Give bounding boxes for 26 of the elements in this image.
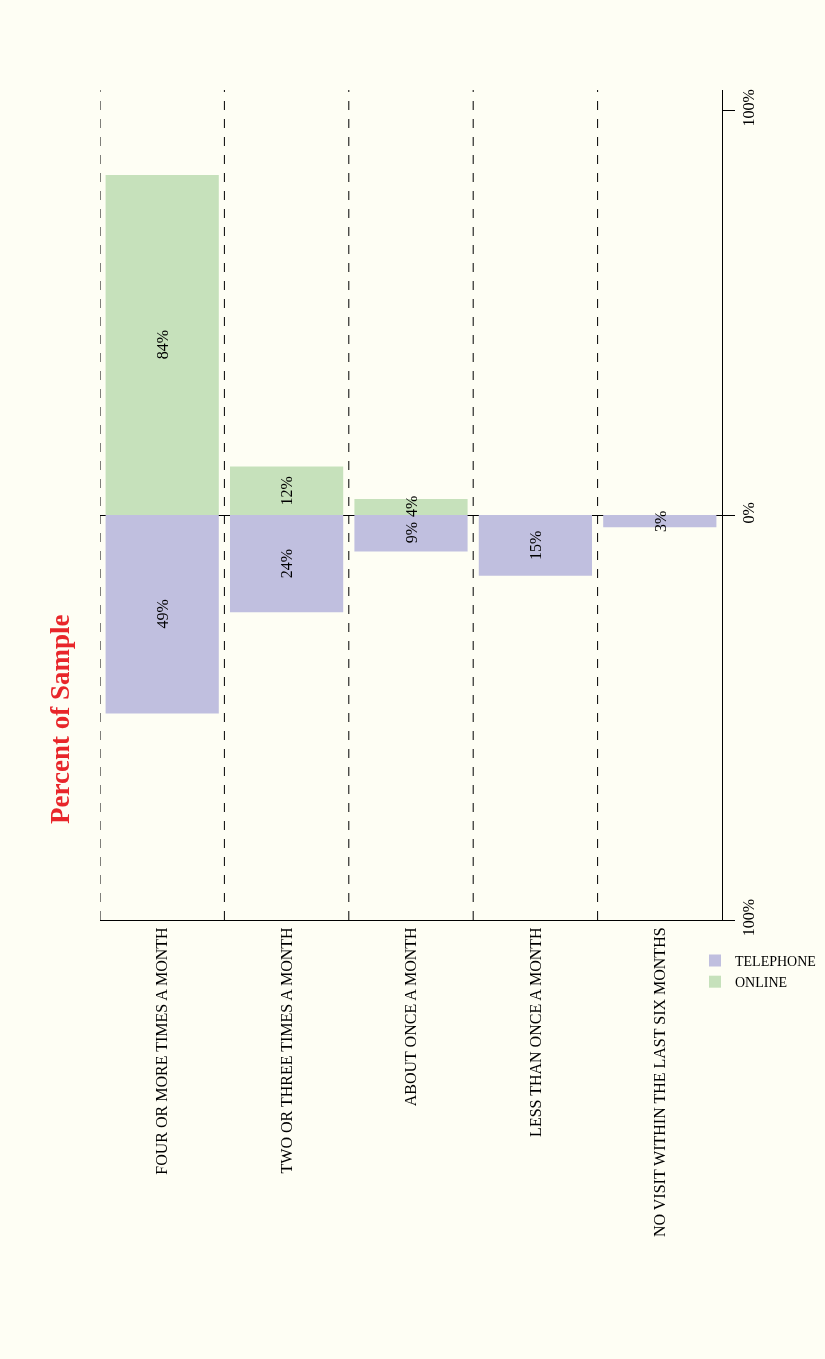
bar	[354, 515, 468, 552]
bar	[230, 515, 344, 613]
bar	[105, 515, 219, 714]
y-tick-label: 100%	[740, 89, 758, 127]
data-label: 9%	[402, 522, 420, 544]
x-tick-label: ABOUT ONCE A MONTH	[402, 926, 420, 1107]
x-tick-label: TWO OR THREE TIMES A MONTH	[277, 926, 295, 1174]
x-tick-label: LESS THAN ONCE A MONTH	[526, 926, 544, 1137]
y-tick-label: 100%	[740, 898, 758, 937]
legend-label: TELEPHONE	[735, 953, 816, 969]
bar	[354, 498, 468, 516]
bar	[230, 466, 344, 516]
legend-label: ONLINE	[735, 975, 788, 991]
data-label: 3%	[651, 510, 669, 532]
data-label: 49%	[153, 599, 171, 629]
x-tick-label: NO VISIT WITHIN THE LAST SIX MONTHS	[651, 927, 668, 1238]
x-tick-label: FOUR OR MORE TIMES A MONTH	[153, 926, 171, 1175]
data-label: 4%	[402, 495, 420, 518]
data-label: 12%	[277, 476, 295, 506]
data-label: 24%	[277, 548, 295, 579]
bar	[478, 515, 592, 576]
data-label: 15%	[526, 530, 544, 560]
data-label: 84%	[154, 329, 172, 360]
text: Percent of Sample	[45, 614, 75, 824]
y-tick-label: 0%	[740, 502, 758, 524]
bar	[105, 175, 219, 516]
